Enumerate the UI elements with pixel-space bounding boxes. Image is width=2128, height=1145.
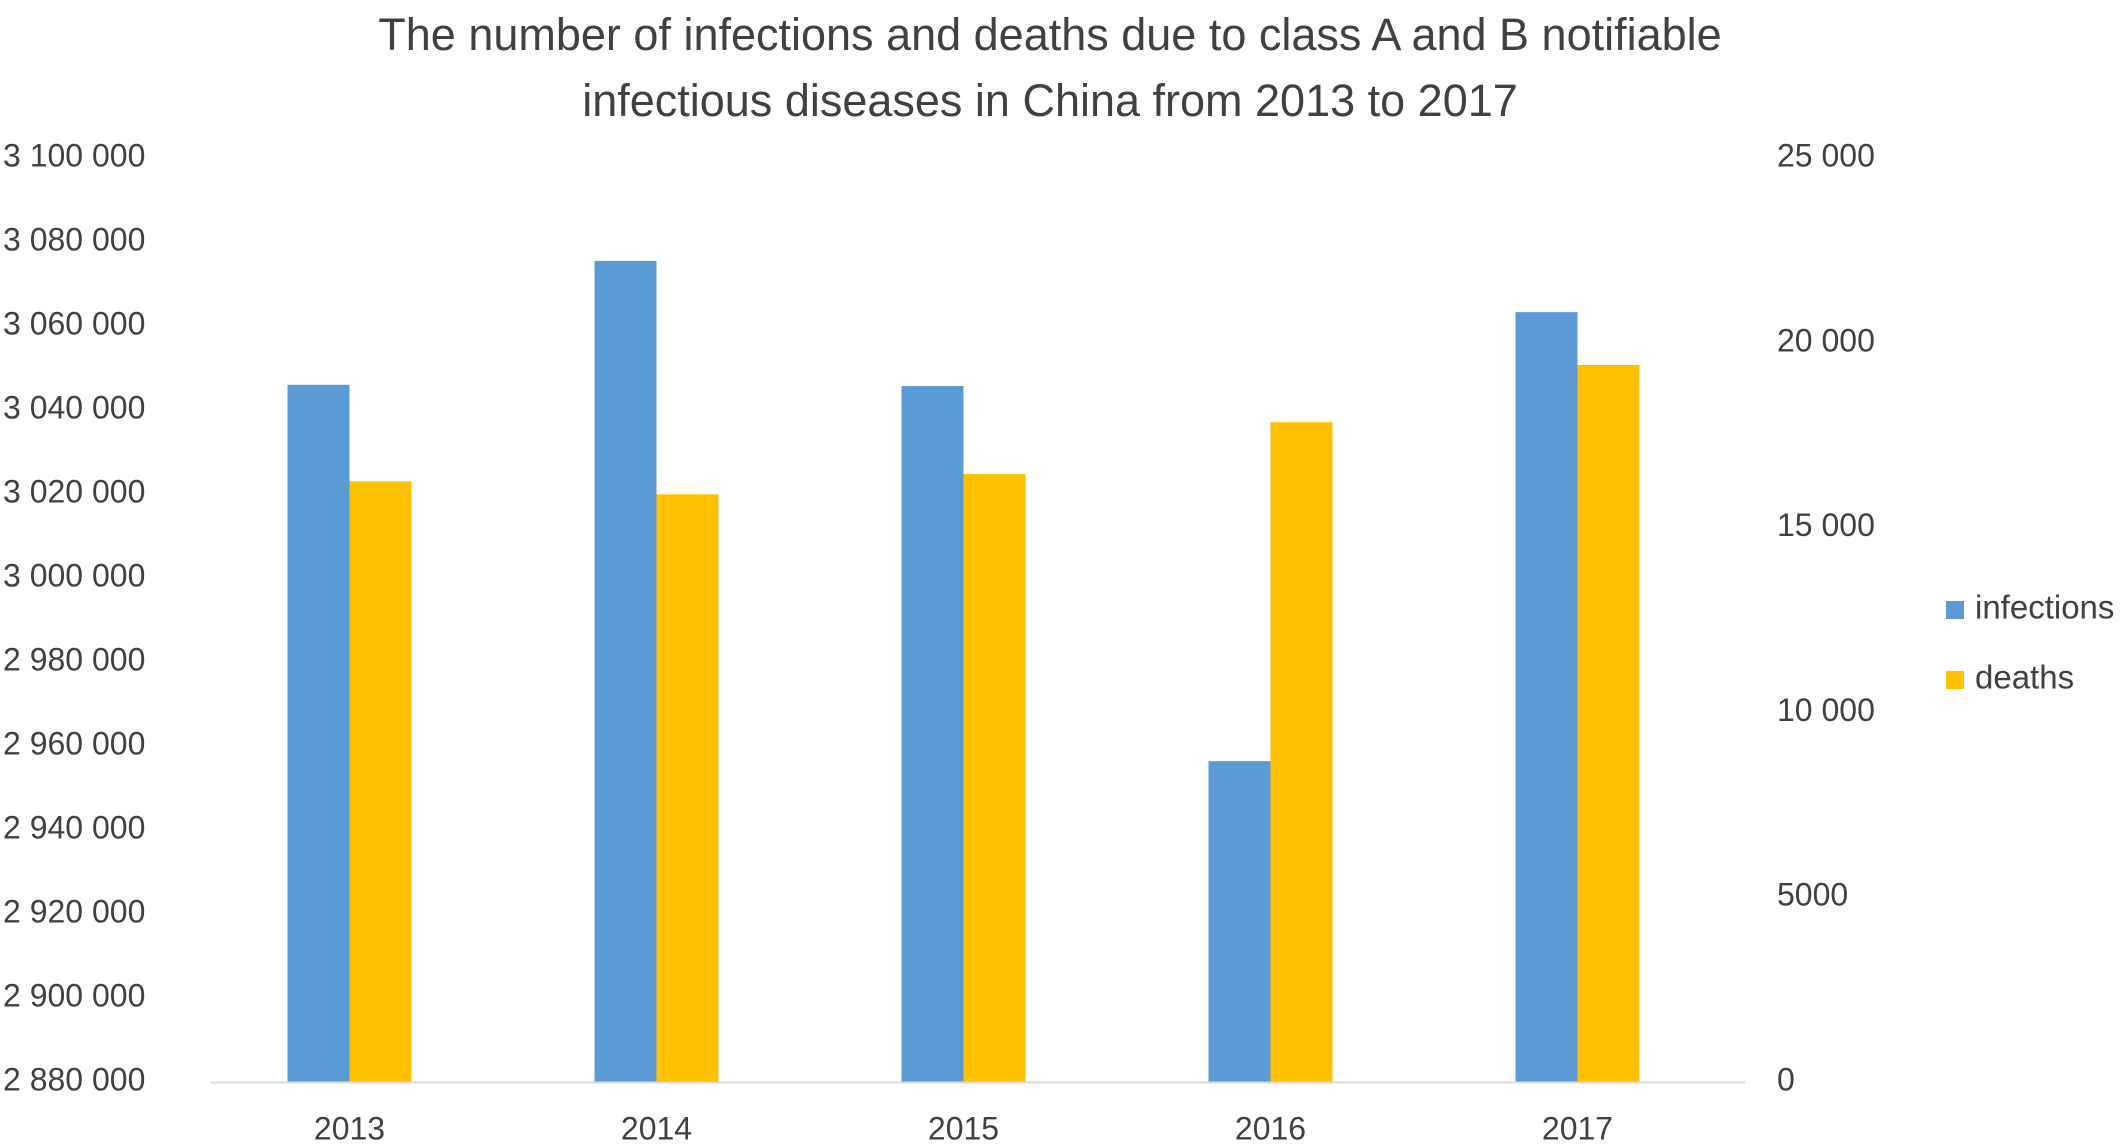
bar-deaths-2017 <box>1577 364 1640 1082</box>
x-tick-label: 2015 <box>928 1110 999 1145</box>
bar-infections-2013 <box>287 384 350 1082</box>
x-tick-label: 2014 <box>621 1110 692 1145</box>
bars <box>287 260 1640 1082</box>
bar-deaths-2016 <box>1270 422 1333 1082</box>
left-y-tick-label: 2 940 000 <box>3 809 145 845</box>
left-y-tick-label: 3 040 000 <box>3 389 145 425</box>
right-y-tick-label: 0 <box>1777 1061 1795 1097</box>
chart-title-line: infectious diseases in China from 2013 t… <box>582 75 1518 126</box>
legend-swatch-infections <box>1946 601 1964 619</box>
bar-deaths-2013 <box>349 481 412 1082</box>
left-y-tick-label: 2 900 000 <box>3 977 145 1013</box>
bar-deaths-2014 <box>656 494 719 1082</box>
left-y-tick-label: 3 060 000 <box>3 305 145 341</box>
bar-infections-2017 <box>1515 312 1578 1082</box>
x-tick-label: 2017 <box>1542 1110 1613 1145</box>
left-y-tick-label: 2 880 000 <box>3 1061 145 1097</box>
bar-infections-2016 <box>1208 761 1271 1082</box>
left-y-tick-label: 2 980 000 <box>3 641 145 677</box>
right-y-axis: 0 5000 10 000 15 000 20 000 25 000 <box>1777 137 1875 1097</box>
right-y-tick-label: 5000 <box>1777 877 1848 913</box>
bar-infections-2015 <box>901 386 964 1082</box>
legend-label-infections: infections <box>1975 589 2114 626</box>
left-y-axis: 2 880 000 2 900 000 2 920 000 2 940 000 2 96… <box>3 137 145 1097</box>
x-axis: 2013 2014 2015 2016 2017 <box>210 1081 1745 1145</box>
legend-swatch-deaths <box>1946 671 1964 689</box>
x-tick-label: 2013 <box>314 1110 385 1145</box>
left-y-tick-label: 3 100 000 <box>3 137 145 173</box>
left-y-tick-label: 2 960 000 <box>3 725 145 761</box>
left-y-tick-label: 3 000 000 <box>3 557 145 593</box>
left-y-tick-label: 3 020 000 <box>3 473 145 509</box>
right-y-tick-label: 20 000 <box>1777 322 1875 358</box>
left-y-tick-label: 3 080 000 <box>3 221 145 257</box>
x-tick-label: 2016 <box>1235 1110 1306 1145</box>
chart-title: The number of infections and deaths due … <box>378 9 1721 126</box>
bar-deaths-2015 <box>963 474 1026 1082</box>
bar-infections-2014 <box>594 260 657 1082</box>
legend: infections deaths <box>1946 589 2114 696</box>
right-y-tick-label: 15 000 <box>1777 507 1875 543</box>
right-y-tick-label: 25 000 <box>1777 137 1875 173</box>
right-y-tick-label: 10 000 <box>1777 692 1875 728</box>
legend-label-deaths: deaths <box>1975 659 2074 696</box>
chart-title-line: The number of infections and deaths due … <box>378 9 1721 60</box>
left-y-tick-label: 2 920 000 <box>3 893 145 929</box>
